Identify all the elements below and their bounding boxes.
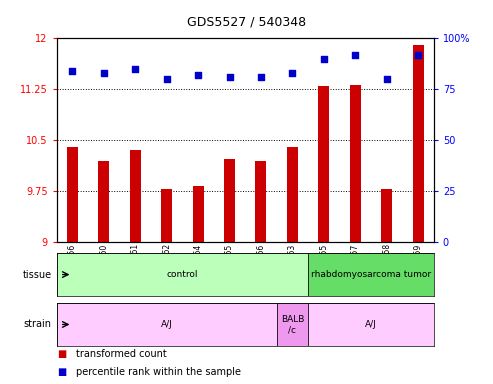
Point (226, 74, 234, 80)
Bar (130, 151, 141, 242)
Text: strain: strain (24, 319, 52, 329)
Text: A/J: A/J (365, 320, 377, 329)
Text: A/J: A/J (161, 320, 173, 329)
Bar (308, 303, 434, 346)
Text: ■: ■ (57, 367, 66, 377)
Bar (57, 253, 308, 296)
Text: GDS5527 / 540348: GDS5527 / 540348 (187, 15, 306, 28)
Bar (57, 303, 277, 346)
Point (257, 74, 265, 80)
Bar (224, 159, 235, 242)
Bar (413, 45, 423, 242)
Bar (318, 86, 329, 242)
Point (100, 70, 108, 76)
Text: percentile rank within the sample: percentile rank within the sample (76, 367, 242, 377)
Bar (308, 253, 434, 296)
Bar (98, 161, 109, 242)
Text: transformed count: transformed count (76, 349, 167, 359)
Bar (161, 189, 172, 242)
Text: tissue: tissue (23, 270, 52, 280)
Bar (287, 147, 298, 242)
Bar (350, 84, 361, 242)
Point (131, 66, 139, 72)
Text: BALB
/c: BALB /c (281, 315, 304, 334)
Point (194, 72, 202, 78)
Text: ■: ■ (57, 349, 66, 359)
Bar (255, 161, 267, 242)
Bar (277, 303, 308, 346)
Point (383, 76, 390, 82)
Point (288, 70, 296, 76)
Point (163, 76, 171, 82)
Point (414, 51, 422, 58)
Point (69, 68, 76, 74)
Point (352, 51, 359, 58)
Point (320, 56, 328, 62)
Bar (381, 189, 392, 242)
Bar (193, 186, 204, 242)
Bar (67, 147, 78, 242)
Text: rhabdomyosarcoma tumor: rhabdomyosarcoma tumor (311, 270, 431, 279)
Text: control: control (167, 270, 198, 279)
